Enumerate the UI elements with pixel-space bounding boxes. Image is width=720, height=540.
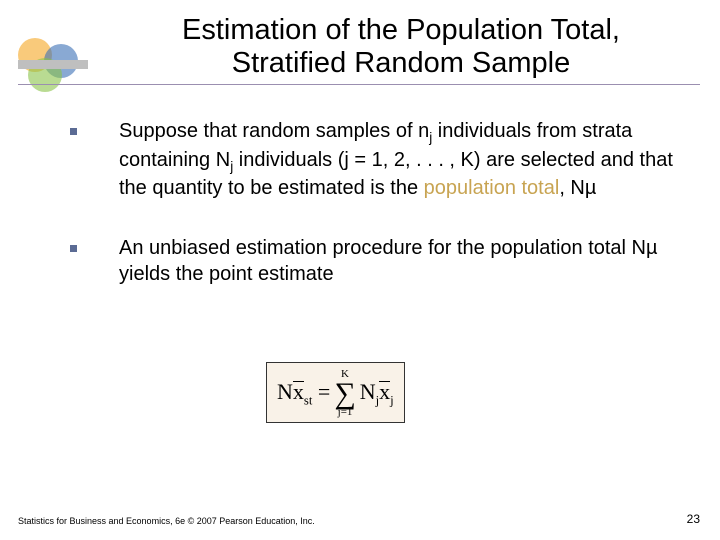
logo-gray-bar: [18, 60, 88, 69]
bullet-2-text: An unbiased estimation procedure for the…: [119, 235, 680, 287]
formula-Nj-N: N: [360, 379, 376, 404]
title-underline: [18, 84, 700, 85]
bullet-dot-icon: [70, 245, 77, 252]
formula-sum: K ∑ j=1: [334, 369, 355, 418]
bullet-1-text: Suppose that random samples of nj indivi…: [119, 118, 680, 201]
content-area: Suppose that random samples of nj indivi…: [70, 118, 680, 321]
bullet-1-frag-1: Suppose that random samples of n: [119, 120, 429, 142]
title-line-1: Estimation of the Population Total,: [182, 14, 620, 46]
slide-title: Estimation of the Population Total, Stra…: [112, 14, 690, 81]
bullet-1-frag-4: , Nµ: [559, 177, 596, 199]
bullet-1: Suppose that random samples of nj indivi…: [70, 118, 680, 201]
formula-equals: =: [312, 379, 330, 404]
formula-box: Nxst = K ∑ j=1 Njxj: [266, 362, 405, 423]
title-line-2: Stratified Random Sample: [232, 47, 571, 79]
bullet-2: An unbiased estimation procedure for the…: [70, 235, 680, 287]
sigma-icon: ∑: [334, 380, 355, 407]
footer-credit: Statistics for Business and Economics, 6…: [18, 516, 315, 526]
formula: Nxst = K ∑ j=1 Njxj: [277, 369, 394, 418]
page-number: 23: [687, 512, 700, 526]
formula-xj-j: j: [390, 393, 394, 407]
formula-rhs-term: Njxj: [360, 379, 394, 408]
bullet-dot-icon: [70, 128, 77, 135]
formula-sum-lower: j=1: [338, 407, 353, 418]
bullet-1-highlight: population total: [424, 177, 560, 199]
formula-xbar: x: [293, 379, 304, 405]
formula-lhs: Nxst =: [277, 379, 330, 408]
formula-xjbar: x: [379, 379, 390, 405]
formula-N: N: [277, 379, 293, 404]
